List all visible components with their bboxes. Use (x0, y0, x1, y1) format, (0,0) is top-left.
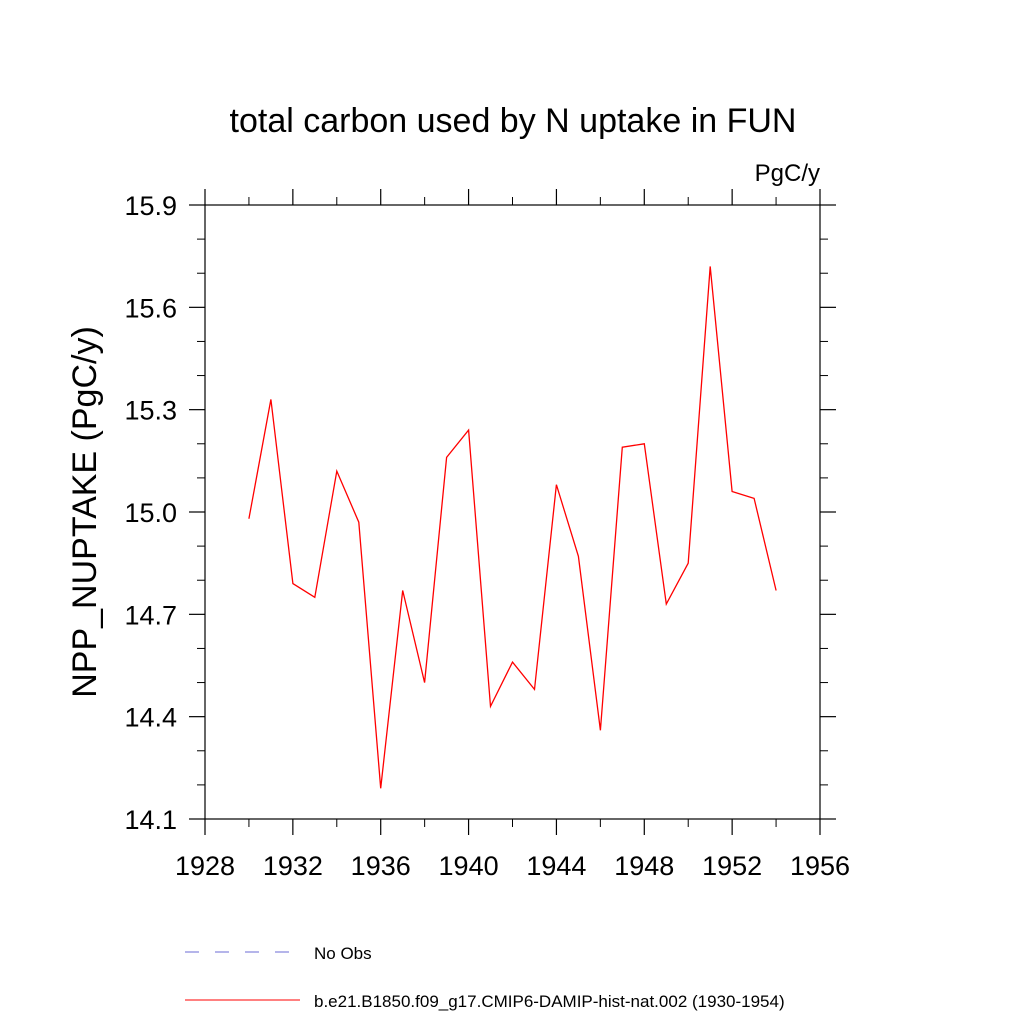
data-point (401, 589, 404, 592)
y-tick-label: 14.7 (124, 600, 177, 630)
data-point (489, 705, 492, 708)
y-tick-label: 14.4 (124, 703, 177, 733)
data-point (335, 470, 338, 473)
data-point (731, 490, 734, 493)
plot-frame (204, 204, 821, 820)
data-point (445, 456, 448, 459)
data-point (665, 603, 668, 606)
data-point (621, 446, 624, 449)
data-point (313, 596, 316, 599)
data-point (357, 521, 360, 524)
legend-label-0: No Obs (314, 944, 372, 963)
y-tick-label: 15.0 (124, 498, 177, 528)
data-point (753, 497, 756, 500)
series-line-0 (248, 266, 777, 789)
x-tick-label: 1928 (175, 851, 235, 881)
data-point (247, 517, 250, 520)
data-point (511, 661, 514, 664)
data-point (533, 688, 536, 691)
y-tick-label: 14.1 (124, 805, 177, 835)
x-tick-label: 1940 (439, 851, 499, 881)
units-label: PgC/y (755, 160, 820, 187)
data-point (269, 398, 272, 401)
data-point (577, 555, 580, 558)
data-point (599, 729, 602, 732)
data-point (379, 787, 382, 790)
y-tick-label: 15.3 (124, 396, 177, 426)
data-point (555, 483, 558, 486)
data-point (687, 562, 690, 565)
legend-label-1: b.e21.B1850.f09_g17.CMIP6-DAMIP-hist-nat… (314, 992, 785, 1011)
data-point (467, 429, 470, 432)
data-point (775, 589, 778, 592)
x-tick-label: 1948 (614, 851, 674, 881)
x-tick-label: 1952 (702, 851, 762, 881)
chart-title: total carbon used by N uptake in FUN (230, 102, 797, 140)
x-tick-label: 1936 (351, 851, 411, 881)
x-tick-label: 1956 (790, 851, 850, 881)
legend: No Obs b.e21.B1850.f09_g17.CMIP6-DAMIP-hi… (185, 944, 785, 1011)
x-tick-label: 1944 (526, 851, 586, 881)
data-series (247, 265, 778, 790)
data-point (643, 442, 646, 445)
axes: 1928 1932 1936 1940 1944 1948 1952 1956 14.1 14.4… (124, 189, 850, 881)
x-tick-label: 1932 (263, 851, 323, 881)
data-point (709, 265, 712, 268)
y-tick-label: 15.9 (124, 191, 177, 221)
y-axis-label: NPP_NUPTAKE (PgC/y) (66, 326, 104, 698)
y-tick-label: 15.6 (124, 293, 177, 323)
data-point (423, 681, 426, 684)
data-point (291, 582, 294, 585)
